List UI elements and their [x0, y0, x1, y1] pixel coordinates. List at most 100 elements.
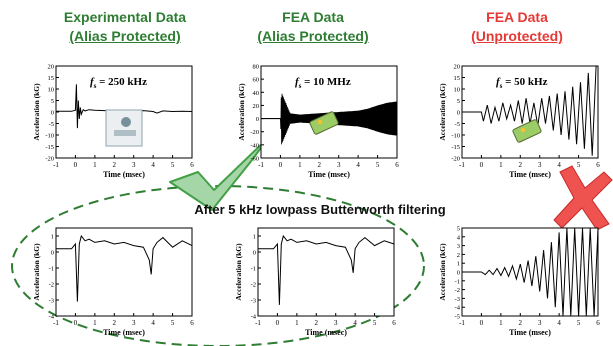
- x-tick-label: -1: [459, 319, 465, 327]
- y-tick-label: -5: [455, 121, 460, 128]
- plot-frame: [461, 65, 599, 159]
- y-tick-label: -4: [251, 314, 257, 321]
- x-tick-label: 1: [93, 319, 97, 327]
- x-axis-label: Time (msec): [509, 170, 551, 179]
- series-envelope-line: [261, 93, 398, 145]
- x-tick-label: 6: [596, 319, 600, 327]
- y-axis-label: Acceleration (kG): [438, 83, 447, 141]
- series-line: [258, 234, 395, 305]
- y-tick-label: -2: [49, 282, 54, 289]
- test-fixture-icon: [105, 109, 143, 147]
- y-tick-label: -5: [49, 121, 54, 128]
- x-tick-label: 4: [151, 161, 155, 169]
- y-tick-label: -1: [49, 266, 54, 273]
- x-axis-label: Time (msec): [509, 328, 551, 337]
- y-tick-label: -2: [455, 287, 460, 294]
- y-tick-label: 5: [457, 226, 460, 233]
- x-tick-label: 4: [356, 161, 360, 169]
- x-tick-label: 4: [151, 319, 155, 327]
- y-tick-label: 15: [48, 75, 55, 82]
- header-fea-protected-subtitle: (Alias Protected): [257, 28, 369, 44]
- x-tick-label: 5: [171, 161, 175, 169]
- red-x-icon: [553, 165, 613, 231]
- x-tick-label: 3: [538, 319, 542, 327]
- header-fea-unprotected-subtitle: (Unprotected): [471, 28, 563, 44]
- y-tick-label: 1: [51, 234, 54, 241]
- chart-fea-protected-filtered: -1 0 1 2 3 4 5 6 -4 -3 -2 -1 0 1 Time (msec) Accelerati…: [234, 227, 396, 337]
- y-tick-label: 20: [454, 64, 461, 71]
- x-tick-label: 3: [538, 161, 542, 169]
- y-tick-label: 4: [457, 234, 461, 241]
- y-tick-label: -3: [455, 296, 460, 303]
- header-fea-unprotected-title: FEA Data: [486, 9, 548, 25]
- x-axis-label: Time (msec): [103, 170, 145, 179]
- y-tick-label: -3: [49, 298, 54, 305]
- chart-fea-protected-raw: -1 0 1 2 3 4 5 6 -60 -40 -20 0 20 40 60 80 Time (msec) Ac…: [237, 64, 399, 180]
- x-tick-label: -1: [53, 161, 59, 169]
- y-tick-label: 20: [48, 64, 55, 71]
- header-fea-unprotected: FEA Data (Unprotected): [442, 8, 592, 46]
- x-tick-label: 6: [596, 161, 600, 169]
- x-tick-label: 3: [132, 319, 136, 327]
- y-axis-label: Acceleration (kG): [237, 83, 246, 141]
- y-tick-label: 0: [457, 270, 460, 277]
- x-axis-label: Time (msec): [103, 328, 145, 337]
- y-tick-label: 15: [454, 75, 461, 82]
- y-tick-label: -20: [250, 129, 259, 136]
- y-tick-label: -40: [250, 142, 259, 149]
- x-tick-label: 5: [373, 319, 377, 327]
- y-tick-label: 1: [253, 234, 256, 241]
- x-tick-label: 3: [132, 161, 136, 169]
- x-tick-label: 4: [557, 319, 561, 327]
- x-tick-label: 5: [577, 319, 581, 327]
- x-tick-label: 2: [315, 319, 319, 327]
- x-tick-label: 2: [318, 161, 322, 169]
- x-tick-label: 5: [376, 161, 380, 169]
- x-tick-label: 0: [480, 319, 484, 327]
- filter-caption: After 5 kHz lowpass Butterworth filterin…: [194, 202, 446, 217]
- header-fea-protected-title: FEA Data: [282, 9, 344, 25]
- y-tick-label: 10: [48, 87, 55, 94]
- y-tick-label: 2: [457, 252, 460, 259]
- x-tick-label: 2: [113, 319, 117, 327]
- y-tick-label: 0: [51, 110, 54, 117]
- x-axis-label: Time (msec): [305, 328, 347, 337]
- y-tick-label: -4: [455, 305, 461, 312]
- x-tick-label: 5: [577, 161, 581, 169]
- x-tick-label: -1: [258, 161, 264, 169]
- x-tick-label: 4: [353, 319, 357, 327]
- y-tick-label: -3: [251, 298, 256, 305]
- y-tick-label: 10: [454, 87, 461, 94]
- device-icon: [309, 111, 339, 135]
- x-tick-label: 0: [279, 161, 283, 169]
- sampling-rate-annotation: fs = 10 MHz: [295, 76, 351, 90]
- x-tick-label: 0: [74, 319, 78, 327]
- x-tick-label: 0: [276, 319, 280, 327]
- device-icon: [512, 119, 542, 143]
- y-axis-label: Acceleration (kG): [32, 83, 41, 141]
- x-tick-label: 6: [190, 161, 194, 169]
- y-tick-label: -60: [250, 156, 259, 163]
- y-tick-label: 20: [253, 103, 260, 110]
- y-tick-label: -20: [451, 156, 460, 163]
- x-tick-label: 5: [171, 319, 175, 327]
- y-tick-label: 5: [457, 98, 460, 105]
- x-tick-label: 1: [499, 161, 503, 169]
- series-line: [462, 227, 599, 317]
- y-tick-label: 0: [51, 250, 54, 257]
- header-experimental: Experimental Data (Alias Protected): [40, 8, 210, 46]
- x-tick-label: 1: [499, 319, 503, 327]
- series-line: [56, 234, 193, 302]
- y-tick-label: -10: [451, 133, 460, 140]
- y-tick-label: 80: [253, 64, 260, 71]
- y-axis-label: Acceleration (kG): [32, 243, 41, 301]
- series-line: [462, 65, 597, 156]
- x-tick-label: 6: [392, 319, 396, 327]
- x-tick-label: -1: [255, 319, 261, 327]
- x-tick-label: 1: [298, 161, 302, 169]
- x-axis-label: Time (msec): [308, 170, 350, 179]
- header-experimental-subtitle: (Alias Protected): [69, 28, 181, 44]
